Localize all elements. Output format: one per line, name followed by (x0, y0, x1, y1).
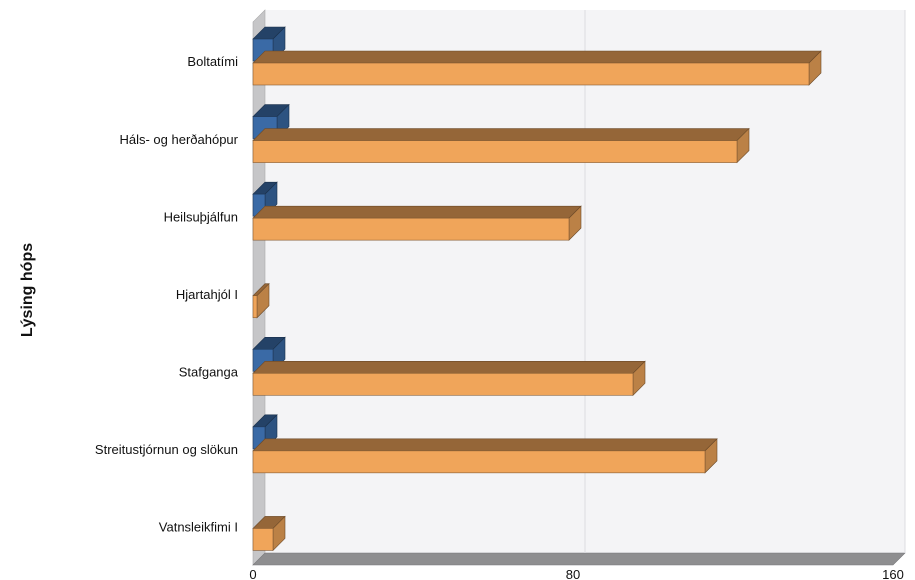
bar-series-2 (252, 282, 270, 319)
bar-series-2 (252, 127, 750, 164)
category-label: Stafganga (179, 365, 239, 380)
y-axis-title: Lýsing hóps (19, 243, 36, 337)
category-label: Hjartahjól I (176, 287, 238, 302)
chart-walls (252, 9, 906, 566)
category-label: Háls- og herðahópur (119, 132, 238, 147)
category-label: Heilsuþjálfun (164, 209, 238, 224)
x-axis-ticks: 0 80 160 (249, 567, 903, 580)
bar-series-2 (252, 515, 286, 552)
y-axis-categories: Boltatími Háls- og herðahópur Heilsuþjálfu… (95, 54, 239, 534)
chart-bars (252, 26, 822, 552)
category-label: Vatnsleikfimi I (159, 520, 238, 535)
floor (252, 552, 906, 566)
bar-series-2 (252, 438, 718, 474)
x-tick-label-0: 0 (249, 567, 256, 580)
x-tick-label-80: 80 (566, 567, 580, 580)
bar-series-2 (252, 50, 822, 86)
category-label: Streitustjórnun og slökun (95, 442, 238, 457)
bar-series-2 (252, 360, 646, 397)
category-label: Boltatími (187, 54, 238, 69)
bar-series-2 (252, 205, 582, 241)
x-tick-label-160: 160 (882, 567, 904, 580)
